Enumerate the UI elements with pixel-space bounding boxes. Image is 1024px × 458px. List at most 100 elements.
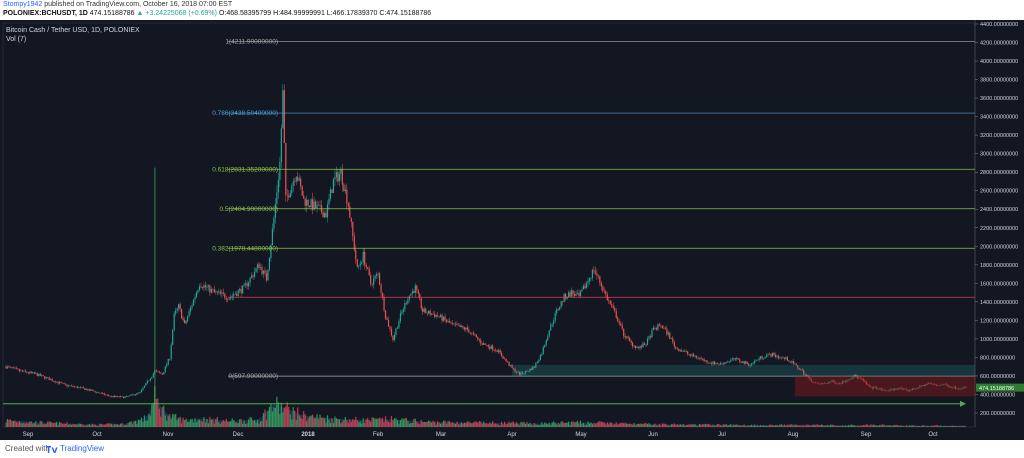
x-tick-label: 2018 [301, 432, 315, 438]
resistance-zone-red [794, 376, 975, 397]
candle-body [675, 346, 677, 349]
candle-body [846, 379, 848, 382]
candle-body [691, 354, 693, 356]
candle-body [209, 285, 211, 293]
volume-bar [710, 425, 713, 427]
candle-body [267, 269, 269, 281]
candle-body [115, 395, 117, 397]
volume-bar [428, 420, 430, 427]
candle-body [889, 389, 891, 391]
candle-body [365, 264, 367, 268]
volume-bar [757, 424, 759, 427]
volume-bar [646, 423, 649, 427]
volume-bar [435, 424, 437, 427]
volume-bar [66, 422, 68, 427]
candle-body [41, 375, 43, 376]
volume-bar [137, 419, 140, 427]
volume-bar [678, 425, 680, 427]
volume-bar [160, 416, 162, 427]
volume-bar [163, 405, 165, 427]
volume-bar [64, 424, 67, 427]
candle-body [837, 383, 839, 385]
volume-bar [791, 424, 793, 427]
volume-bar [438, 422, 440, 427]
candle-body [462, 325, 464, 328]
candle-body [61, 382, 64, 384]
candle-body [358, 265, 360, 267]
volume-bar [358, 422, 360, 427]
volume-bar [904, 426, 906, 427]
volume-bar [331, 418, 333, 427]
volume-bar [306, 421, 308, 427]
volume-bar [335, 418, 338, 427]
volume-bar [645, 422, 647, 427]
candle-body [222, 292, 224, 294]
volume-bar [85, 425, 87, 427]
candle-body [413, 291, 415, 293]
candle-body [143, 385, 146, 388]
volume-bar [727, 425, 729, 427]
volume-bar [396, 420, 399, 427]
volume-bar [608, 424, 610, 427]
volume-bar [681, 425, 683, 427]
candle-body [849, 379, 851, 380]
candle-body [626, 336, 628, 338]
candle-body [856, 376, 858, 379]
volume-bar [457, 424, 460, 427]
author-link[interactable]: Stompy1942 [3, 1, 43, 8]
candle-body [112, 396, 114, 398]
volume-bar [350, 421, 352, 427]
volume-bar [230, 420, 232, 427]
volume-bar [181, 423, 183, 427]
candle-body [481, 343, 483, 345]
candle-body [5, 366, 7, 369]
candle-body [765, 355, 768, 358]
candle-body [727, 361, 729, 363]
candle-body [188, 311, 190, 317]
volume-bar [472, 422, 474, 427]
candle-body [346, 189, 348, 204]
candle-body [96, 392, 98, 393]
volume-bar [565, 422, 567, 427]
x-tick-label: Jul [718, 432, 726, 438]
volume-bar [283, 407, 285, 427]
candle-body [24, 370, 26, 372]
candle-body [864, 380, 866, 382]
candle-body [673, 341, 675, 347]
candle-body [224, 293, 226, 298]
candle-body [749, 365, 751, 367]
volume-bar [288, 407, 290, 427]
volume-bar [654, 423, 656, 427]
tradingview-brand[interactable]: TradingView [60, 444, 105, 453]
volume-bar [227, 421, 229, 427]
volume-bar [405, 417, 407, 427]
volume-bar [694, 424, 696, 427]
candle-body [384, 310, 387, 319]
candle-body [949, 386, 951, 388]
candle-body [221, 292, 223, 294]
volume-bar [411, 422, 413, 427]
volume-bar [136, 423, 138, 427]
volume-bar [669, 425, 671, 427]
volume-bar [17, 422, 19, 427]
candle-body [259, 267, 262, 268]
candle-body [615, 311, 617, 318]
candle-body [179, 304, 181, 310]
volume-bar [407, 420, 409, 427]
volume-bar [612, 424, 614, 427]
volume-bar [417, 423, 419, 427]
volume-bar [41, 421, 43, 427]
candle-body [228, 298, 230, 300]
candle-body [392, 335, 394, 340]
candle-body [255, 268, 257, 273]
price-chart[interactable]: 200.00000000 400.00000000 600.00000000 800.… [0, 20, 1024, 440]
volume-bar [575, 421, 577, 427]
volume-bar [448, 421, 451, 427]
volume-bar [422, 421, 424, 427]
volume-bar [640, 423, 643, 427]
candle-body [905, 389, 908, 391]
candle-body [480, 340, 482, 344]
volume-bar [754, 424, 756, 427]
volume-bar [492, 421, 494, 427]
candle-body [725, 362, 727, 363]
